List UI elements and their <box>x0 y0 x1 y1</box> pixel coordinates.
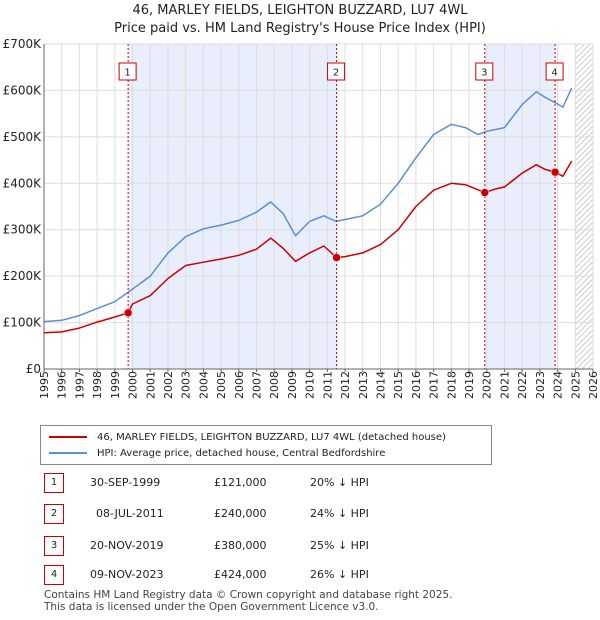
x-tick-label: 2024 <box>552 371 565 399</box>
transaction-price: £121,000 <box>214 476 267 489</box>
hpi-line <box>43 87 573 323</box>
table-row: 1 30-SEP-1999 £121,000 20% ↓ HPI <box>44 473 464 493</box>
y-tick-label: £300K <box>3 223 43 237</box>
transaction-date: 30-SEP-1999 <box>90 476 161 489</box>
footer-licence: This data is licensed under the Open Gov… <box>44 601 379 613</box>
x-tick-label: 2009 <box>286 371 299 399</box>
sale-marker-box <box>118 62 137 81</box>
y-tick-label: £600K <box>3 83 43 97</box>
x-tick-label: 2023 <box>534 371 547 399</box>
x-tick-label: 2022 <box>516 371 529 399</box>
sale-marker-label: 1 <box>124 68 130 79</box>
x-tick-label: 2000 <box>127 371 140 399</box>
ownership-shade <box>484 44 556 369</box>
x-tick-label: 1997 <box>73 371 86 399</box>
price-chart: 1 2 3 4 £0 £100K £200K £300K £400K £500K £600K £70… <box>3 37 600 399</box>
future-hatch <box>575 44 593 369</box>
x-tick-label: 1995 <box>38 371 51 399</box>
x-tick-label: 2005 <box>215 371 228 399</box>
sale-marker-label: 4 <box>551 68 557 79</box>
x-tick-label: 2016 <box>410 371 423 399</box>
x-tick-label: 2014 <box>374 371 387 399</box>
x-tick-label: 2021 <box>498 371 511 399</box>
sale-marker-box <box>327 62 346 81</box>
x-tick-label: 2019 <box>463 371 476 399</box>
x-tick-label: 2026 <box>587 371 600 399</box>
y-tick-label: £400K <box>3 176 43 190</box>
property-price-line <box>43 160 573 334</box>
footer: Contains HM Land Registry data © Crown c… <box>44 589 452 613</box>
x-tick-label: 2010 <box>304 371 317 399</box>
y-tick-label: £0 <box>26 362 41 376</box>
legend-label-property: 46, MARLEY FIELDS, LEIGHTON BUZZARD, LU7… <box>97 431 446 443</box>
x-tick-label: 2007 <box>251 371 264 399</box>
x-tick-label: 1998 <box>91 371 104 399</box>
transaction-hpi-diff: 26% ↓ HPI <box>310 568 369 581</box>
transaction-date: 08-JUL-2011 <box>96 507 164 520</box>
chart-title: 46, MARLEY FIELDS, LEIGHTON BUZZARD, LU7… <box>132 3 468 18</box>
x-tick-label: 2004 <box>197 371 210 399</box>
table-row: 4 09-NOV-2023 £424,000 26% ↓ HPI <box>44 565 464 585</box>
transaction-hpi-diff: 24% ↓ HPI <box>310 507 369 520</box>
sale-point <box>480 188 490 197</box>
legend-swatch-hpi <box>49 452 87 454</box>
table-row: 2 08-JUL-2011 £240,000 24% ↓ HPI <box>44 504 464 524</box>
legend-item-property: 46, MARLEY FIELDS, LEIGHTON BUZZARD, LU7… <box>49 429 446 445</box>
y-tick-label: £200K <box>3 269 43 283</box>
x-tick-label: 2018 <box>445 371 458 399</box>
sale-point <box>550 167 560 177</box>
chart-subtitle: Price paid vs. HM Land Registry's House … <box>114 21 486 36</box>
sale-point <box>123 308 133 318</box>
x-tick-label: 2015 <box>392 371 405 399</box>
x-tick-label: 2013 <box>357 371 370 399</box>
x-tick-label: 2017 <box>428 371 441 399</box>
sale-marker-box <box>475 62 494 81</box>
transaction-number-badge: 3 <box>44 536 64 556</box>
x-tick-label: 2020 <box>481 371 494 399</box>
transaction-date: 09-NOV-2023 <box>90 568 164 581</box>
legend-item-hpi: HPI: Average price, detached house, Cent… <box>49 445 385 461</box>
transaction-number-badge: 2 <box>44 504 64 524</box>
ownership-shade <box>128 44 337 369</box>
sale-marker-box <box>545 62 564 81</box>
x-tick-label: 1996 <box>56 371 69 399</box>
transaction-hpi-diff: 25% ↓ HPI <box>310 539 369 552</box>
table-row: 3 20-NOV-2019 £380,000 25% ↓ HPI <box>44 536 464 556</box>
x-tick-label: 2001 <box>144 371 157 399</box>
footer-copyright: Contains HM Land Registry data © Crown c… <box>44 589 453 601</box>
transaction-number-badge: 1 <box>44 473 64 493</box>
x-tick-label: 2006 <box>233 371 246 399</box>
y-tick-label: £700K <box>3 37 43 51</box>
legend-label-hpi: HPI: Average price, detached house, Cent… <box>97 447 386 459</box>
transaction-date: 20-NOV-2019 <box>90 539 164 552</box>
y-tick-label: £500K <box>3 130 43 144</box>
sale-marker-label: 2 <box>333 68 339 79</box>
legend: 46, MARLEY FIELDS, LEIGHTON BUZZARD, LU7… <box>40 425 492 465</box>
transaction-price: £380,000 <box>214 539 267 552</box>
x-tick-label: 2003 <box>180 371 193 399</box>
transaction-price: £240,000 <box>214 507 267 520</box>
x-tick-label: 2011 <box>321 371 334 399</box>
sale-point <box>332 253 341 262</box>
transaction-hpi-diff: 20% ↓ HPI <box>310 476 369 489</box>
transaction-price: £424,000 <box>214 568 267 581</box>
transaction-number-badge: 4 <box>44 565 64 585</box>
legend-swatch-property <box>49 436 87 438</box>
x-tick-label: 2012 <box>339 371 352 399</box>
x-tick-label: 1999 <box>109 371 122 399</box>
x-tick-label: 2002 <box>162 371 175 399</box>
x-tick-label: 2025 <box>569 371 582 399</box>
x-tick-label: 2008 <box>268 371 281 399</box>
y-tick-label: £100K <box>3 316 43 330</box>
sale-marker-label: 3 <box>481 68 487 79</box>
